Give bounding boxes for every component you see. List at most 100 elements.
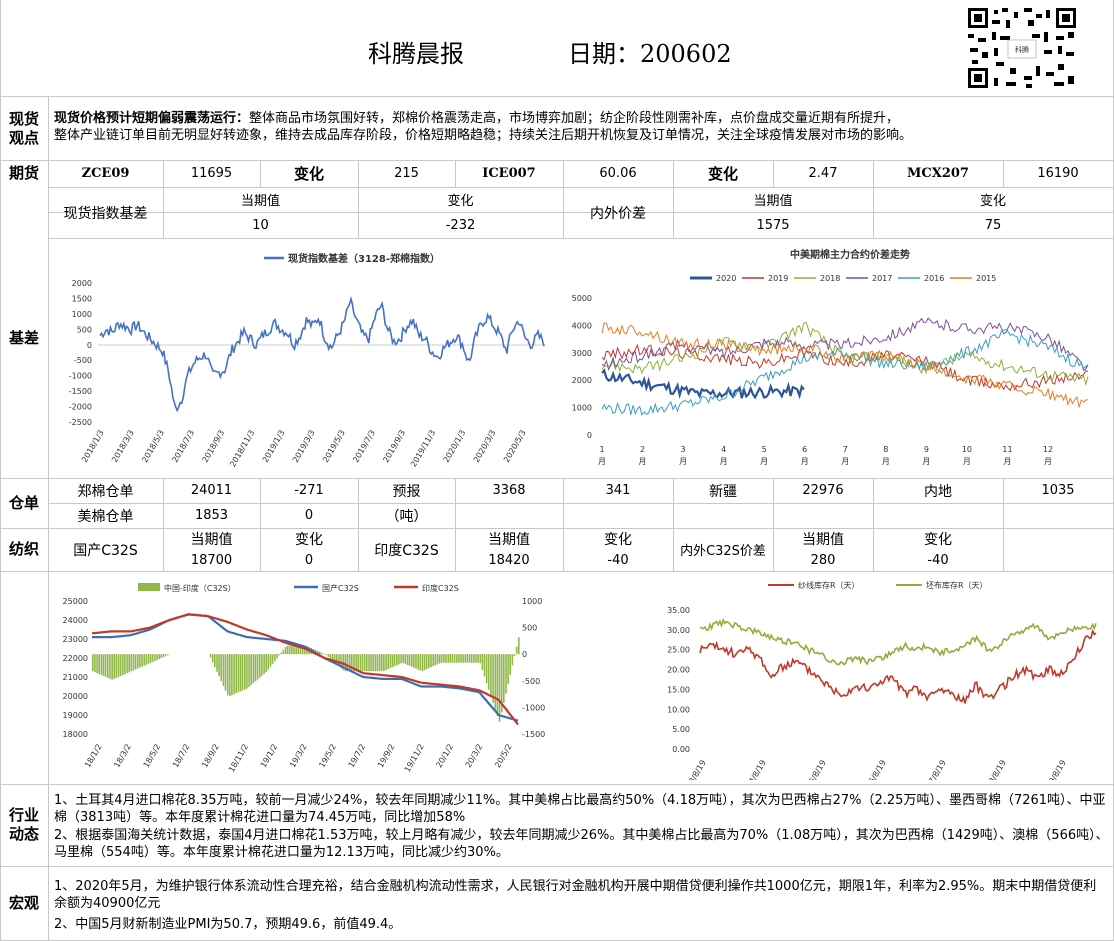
- tx-spread-cur: 280: [810, 552, 836, 568]
- c32s-diff-bar: [265, 654, 267, 672]
- inventory-y-tick: 25.00: [667, 646, 690, 655]
- c32s-legend-swatch: [138, 583, 160, 591]
- c32s-diff-bar: [351, 654, 353, 672]
- macro-p1: 1、2020年5月，为维护银行体系流动性合理充裕，结合金融机构流动性需求，人民银…: [54, 879, 1097, 911]
- basis-y-tick: -2500: [69, 418, 92, 427]
- c32s-x-tick: 18/9/2: [200, 743, 221, 770]
- c32s-diff-bar: [132, 654, 135, 671]
- c32s-diff-bar: [344, 654, 347, 672]
- c32s-legend-label: 印度C32S: [422, 583, 459, 593]
- section-warehouse: 仓单: [8, 493, 39, 512]
- futures-mcx-code: MCX207: [907, 166, 969, 181]
- basis-current-value: 10: [252, 217, 269, 233]
- c32s-x-tick: 18/5/2: [142, 743, 163, 770]
- tx-india-chg: -40: [607, 552, 629, 568]
- c32s-diff-bar: [259, 654, 261, 678]
- basis-y-tick: -1000: [69, 372, 92, 381]
- c32s-diff-bar: [494, 654, 497, 710]
- macro-p2: 2、中国5月财新制造业PMI为50.7，预期49.6，前值49.4。: [54, 917, 402, 932]
- c32s-diff-bar: [139, 654, 141, 668]
- cn-us-spread-chart: 中美期棉主力合约价差走势 2020 2019 2018 2017 2016 2015 50…: [572, 248, 1089, 466]
- c32s-diff-bar: [406, 654, 409, 665]
- c32s-diff-bar: [376, 654, 379, 672]
- c32s-diff-bar: [323, 653, 325, 655]
- section-industry: 行业 动态: [8, 806, 39, 843]
- basis-chart: 现货指数基差（3128-郑棉指数） 2000 1500 1000 500 0 -500 -1…: [69, 252, 546, 469]
- c32s-diff-bar: [297, 645, 300, 655]
- c32s-diff-bar: [518, 637, 520, 655]
- c32s-x-tick: 19/1/2: [259, 743, 280, 770]
- yarn-inventory-line: [699, 628, 1097, 704]
- c32s-diff-bar: [271, 654, 274, 664]
- intl-change-label: 变化: [979, 194, 1006, 209]
- c32s-y2-tick: 500: [522, 624, 537, 633]
- c32s-diff-bar: [396, 654, 398, 666]
- basis-change-value: -232: [445, 217, 476, 233]
- intl-change-value: 75: [984, 217, 1002, 233]
- c32s-diff-bar: [276, 654, 278, 659]
- c32s-diff-bar: [244, 654, 246, 690]
- c32s-diff-bar: [462, 654, 464, 663]
- spread-y-tick: 2000: [572, 376, 592, 385]
- c32s-diff-bar: [111, 654, 113, 680]
- tx-india-label: 印度C32S: [374, 542, 439, 559]
- c32s-diff-bar: [327, 654, 330, 657]
- c32s-y2-tick: -1500: [522, 730, 545, 739]
- c32s-diff-bar: [385, 654, 387, 670]
- inventory-x-tick: 15/8/19: [805, 759, 828, 781]
- c32s-x-tick: 18/3/2: [112, 743, 133, 770]
- tx-spread-chg: -40: [927, 552, 949, 568]
- c32s-diff-bar: [368, 654, 370, 672]
- c32s-diff-bar: [222, 654, 225, 686]
- c32s-diff-bar: [515, 646, 518, 655]
- tx-india-chg-label: 变化: [604, 531, 632, 548]
- c32s-diff-bar: [295, 645, 297, 655]
- spread-x-tick-unit: 月: [801, 457, 809, 466]
- c32s-diff-bar: [391, 654, 394, 668]
- c32s-diff-bar: [425, 654, 428, 670]
- c32s-diff-bar: [119, 654, 122, 676]
- c32s-diff-bar: [263, 654, 265, 674]
- c32s-diff-bar: [370, 654, 372, 672]
- wh-zce-label: 郑棉仓单: [77, 483, 134, 500]
- c32s-diff-bar: [503, 654, 505, 703]
- wh-forecast-value: 3368: [492, 483, 526, 498]
- c32s-diff-bar: [269, 654, 272, 667]
- c32s-diff-bar: [216, 654, 218, 672]
- wh-zce-change: -271: [294, 483, 324, 498]
- c32s-diff-bar: [415, 654, 417, 669]
- c32s-diff-bar: [229, 654, 231, 697]
- basis-x-tick: 2018/5/3: [140, 429, 166, 465]
- spread-legend-label: 2015: [976, 274, 996, 283]
- tx-domestic-label: 国产C32S: [73, 542, 138, 559]
- section-futures: 期货: [8, 164, 39, 182]
- spread-x-tick-unit: 月: [882, 457, 890, 466]
- c32s-x-tick: 18/1/2: [83, 743, 104, 770]
- futures-mcx-price: 16190: [1037, 166, 1079, 181]
- section-spot-view: 现货 观点: [8, 110, 39, 147]
- c32s-diff-bar: [233, 654, 235, 695]
- spread-x-tick: 3: [681, 445, 686, 454]
- c32s-y-tick: 22000: [63, 654, 88, 663]
- spot-view-line2: 整体产业链订单目前无明显好转迹象，维持去成品库存阶段，价格短期略趋稳；持续关注后…: [54, 128, 913, 143]
- wh-inland-label: 内地: [924, 483, 952, 500]
- c32s-diff-bar: [507, 654, 509, 685]
- wh-unit-label: （吨）: [385, 508, 428, 525]
- futures-ice-change-label: 变化: [707, 165, 738, 183]
- c32s-diff-bar: [488, 654, 490, 690]
- basis-legend-label: 现货指数基差（3128-郑棉指数）: [288, 252, 440, 265]
- wh-forecast-change: 341: [605, 483, 631, 498]
- c32s-diff-bar: [329, 654, 332, 659]
- c32s-diff-bar: [141, 654, 143, 667]
- c32s-diff-bar: [383, 654, 385, 671]
- spot-view-headline: 现货价格预计短期偏弱震荡运行：: [54, 111, 250, 126]
- basis-x-tick: 2018/3/3: [110, 429, 136, 465]
- c32s-diff-bar: [348, 654, 351, 672]
- c32s-diff-bar: [143, 654, 145, 666]
- c32s-diff-bar: [473, 654, 475, 663]
- spread-y-tick: 3000: [572, 349, 592, 358]
- basis-series-line: [99, 295, 545, 413]
- basis-y-tick: 2000: [72, 279, 92, 288]
- spread-x-tick: 9: [924, 445, 929, 454]
- svg-text:科腾: 科腾: [1015, 45, 1029, 54]
